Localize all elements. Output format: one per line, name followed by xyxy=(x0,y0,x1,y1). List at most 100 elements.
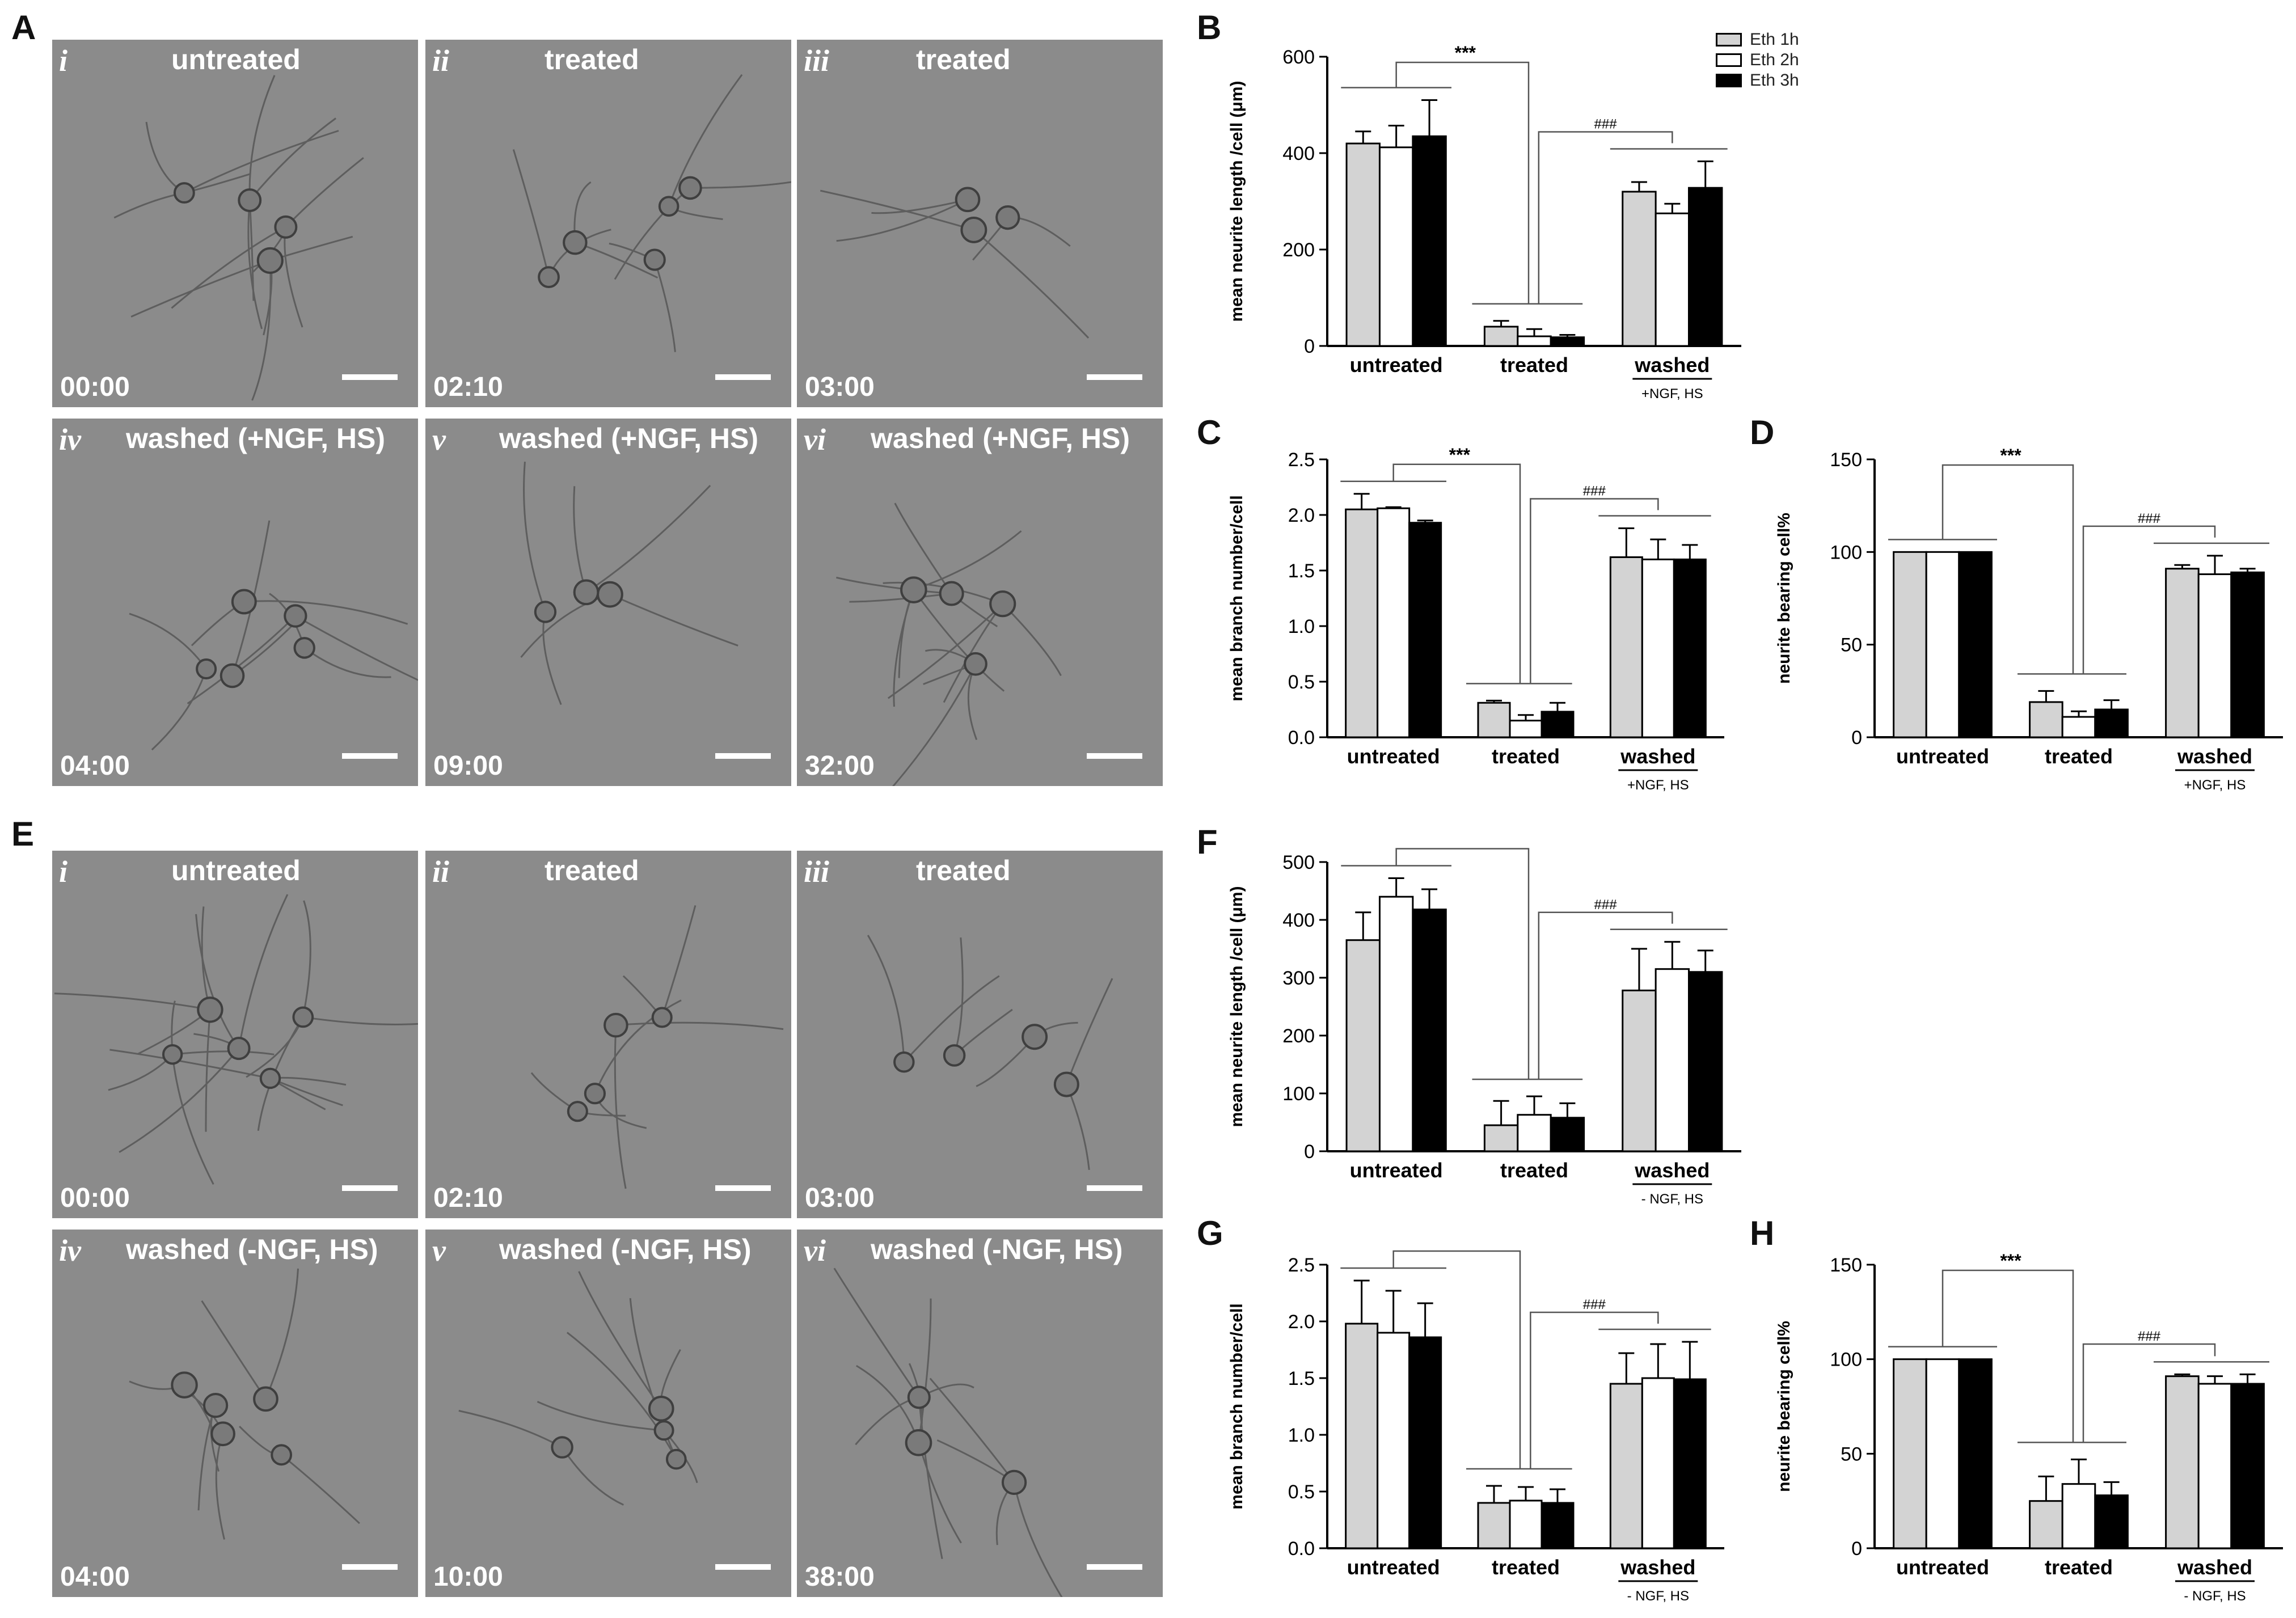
micrograph-panel: v washed (-NGF, HS) 10:00 xyxy=(425,1230,791,1597)
bar-untreated-eth-1h xyxy=(1345,939,1381,1152)
y-tick-label: 0.0 xyxy=(1288,1538,1315,1560)
x-category-label: treated xyxy=(2045,1556,2113,1579)
micrograph-timestamp: 02:10 xyxy=(433,1183,503,1213)
y-tick-label: 0 xyxy=(1304,336,1315,357)
micrograph-timestamp: 04:00 xyxy=(60,751,130,781)
cell-body xyxy=(893,1051,915,1073)
bar-washed-eth-2h xyxy=(1641,1377,1675,1549)
significance-label-1: *** xyxy=(1455,845,1476,850)
significance-label-1: *** xyxy=(1449,445,1471,465)
cell-body xyxy=(271,1444,293,1466)
cell-body xyxy=(274,215,298,239)
cell-body xyxy=(905,1429,932,1456)
washed-subtitle: - NGF, HS xyxy=(1627,1589,1689,1604)
panel-letter-e: E xyxy=(11,815,35,853)
bar-washed-eth-2h xyxy=(1655,212,1690,347)
y-tick-label: 150 xyxy=(1830,449,1862,471)
micrograph-index: vi xyxy=(804,1233,826,1268)
y-tick-label: 400 xyxy=(1282,143,1315,164)
cell-body xyxy=(643,248,666,271)
cell-body xyxy=(678,176,702,200)
y-tick-label: 1.0 xyxy=(1288,616,1315,637)
y-tick-label: 100 xyxy=(1282,1083,1315,1105)
significance-label-2: ### xyxy=(1594,116,1618,132)
micrograph-index: v xyxy=(432,423,446,457)
micrograph-index: v xyxy=(432,1233,446,1268)
x-category-label: untreated xyxy=(1896,745,1989,768)
bar-washed-eth-2h xyxy=(2197,573,2232,738)
cell-body xyxy=(658,196,679,217)
micrograph-image xyxy=(797,40,1163,407)
bar-washed-eth-1h xyxy=(2165,568,2200,738)
y-tick-label: 1.0 xyxy=(1288,1425,1315,1446)
micrograph-panel: vi washed (+NGF, HS) 32:00 xyxy=(797,419,1163,786)
y-tick-label: 2.5 xyxy=(1288,1254,1315,1276)
micrograph-image xyxy=(52,851,418,1218)
x-category-label: untreated xyxy=(1350,353,1443,377)
legend-label: Eth 1h xyxy=(1750,30,1799,49)
micrograph-timestamp: 03:00 xyxy=(805,372,875,402)
micrograph-index: i xyxy=(59,44,68,78)
panel-letter-f: F xyxy=(1197,823,1218,861)
scale-bar xyxy=(715,1564,771,1570)
significance-brackets xyxy=(1340,463,1711,685)
micrograph-timestamp: 04:00 xyxy=(60,1562,130,1592)
micrograph-image xyxy=(52,419,418,786)
micrograph-image xyxy=(425,419,791,786)
bar-treated-eth-3h xyxy=(1540,711,1575,738)
cell-body xyxy=(202,1393,229,1418)
cell-body xyxy=(900,576,927,603)
scale-bar xyxy=(342,1564,398,1570)
micrograph-panel: v washed (+NGF, HS) 09:00 xyxy=(425,419,791,786)
y-axis-label: neurite bearing cell% xyxy=(1775,1321,1793,1492)
micrograph-timestamp: 03:00 xyxy=(805,1183,875,1213)
cell-body xyxy=(964,652,987,676)
bar-treated-eth-1h xyxy=(1477,702,1511,738)
bar-untreated-eth-1h xyxy=(1893,551,1927,738)
x-category-label: washed xyxy=(1634,1159,1710,1182)
micrograph-image xyxy=(797,419,1163,786)
cell-body xyxy=(939,581,964,606)
scale-bar xyxy=(1087,753,1142,759)
bar-untreated-eth-3h xyxy=(1408,1336,1442,1549)
bar-untreated-eth-1h xyxy=(1893,1358,1927,1549)
washed-subtitle: +NGF, HS xyxy=(1627,778,1689,793)
x-category-label: washed xyxy=(1620,745,1695,768)
micrograph-image xyxy=(425,851,791,1218)
micrograph-condition-label: untreated xyxy=(171,855,301,886)
micrograph-index: iv xyxy=(59,423,81,457)
cell-body xyxy=(284,604,307,628)
cell-body xyxy=(259,1067,281,1089)
y-tick-label: 0.5 xyxy=(1288,671,1315,693)
bar-untreated-eth-3h xyxy=(1412,135,1447,347)
bar-treated-eth-3h xyxy=(1540,1502,1575,1549)
chart-c-branch-number: 0.0 0.5 1.0 1.5 2.0 2.5 mean branch number/cel… xyxy=(1197,437,1750,800)
scale-bar xyxy=(1087,1185,1142,1191)
cell-body xyxy=(292,1006,314,1028)
bar-untreated-eth-2h xyxy=(1378,146,1414,347)
micrograph-condition-label: treated xyxy=(545,44,639,75)
cell-body xyxy=(960,217,987,243)
x-category-label: washed xyxy=(1620,1556,1695,1579)
micrograph-index: iii xyxy=(804,44,830,78)
scale-bar xyxy=(342,374,398,380)
micrograph-timestamp: 38:00 xyxy=(805,1562,875,1592)
y-axis-label: mean neurite length /cell (μm) xyxy=(1227,81,1246,322)
cell-body xyxy=(1001,1469,1027,1496)
panel-letter-c: C xyxy=(1197,413,1222,451)
x-category-label: treated xyxy=(2045,745,2113,768)
cell-body xyxy=(665,1448,687,1470)
bar-washed-eth-3h xyxy=(1688,971,1723,1152)
micrograph-condition-label: treated xyxy=(916,44,1011,75)
panel-letter-h: H xyxy=(1750,1214,1775,1252)
significance-brackets xyxy=(1341,848,1728,1080)
x-category-label: untreated xyxy=(1896,1556,1989,1579)
micrograph-panel: ii treated 02:10 xyxy=(425,851,791,1218)
chart-b-neurite-length: 0 200 400 600 mean neurite length /cell (μm)… xyxy=(1197,34,1753,420)
y-tick-label: 0 xyxy=(1851,727,1862,749)
micrograph-panel: ii treated 02:10 xyxy=(425,40,791,407)
y-tick-label: 150 xyxy=(1830,1254,1862,1276)
chart-d-neurite-bearing: 0 50 100 150 neurite bearing cell% untreated t… xyxy=(1750,437,2296,800)
bar-untreated-eth-1h xyxy=(1345,142,1381,347)
cell-body xyxy=(210,1421,235,1447)
